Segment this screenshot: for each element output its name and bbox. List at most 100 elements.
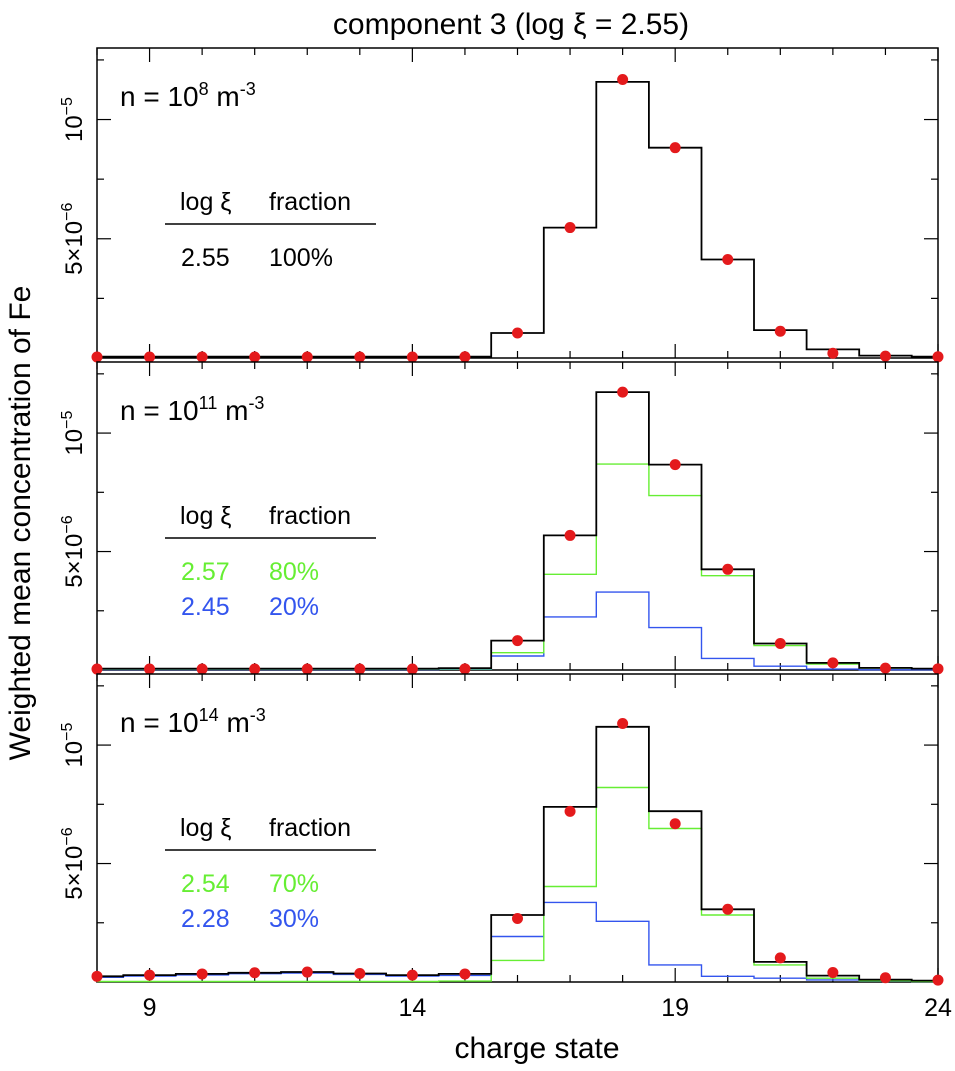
- density-label-part: -3: [248, 393, 264, 413]
- data-point: [669, 818, 681, 830]
- density-label-part: 8: [199, 79, 209, 99]
- data-point: [144, 969, 156, 981]
- data-point: [196, 968, 208, 980]
- y-tick-base: 10: [61, 741, 88, 768]
- x-tick-label: 19: [661, 994, 689, 1022]
- data-point: [774, 637, 786, 649]
- data-point: [879, 350, 891, 362]
- data-point: [91, 351, 103, 363]
- density-label-part: m: [219, 707, 250, 738]
- legend-header-logxi: log ξ: [180, 814, 232, 842]
- y-tick-base: 5×10: [61, 534, 88, 588]
- panel-3: 10−5 5×10−6 n = 1014 m-3 log ξ fraction 2.54 7…: [59, 673, 944, 986]
- density-label: n = 1014 m-3: [120, 705, 266, 738]
- data-point: [249, 351, 261, 363]
- panel-1: 10−5 5×10−6 n = 108 m-3 log ξ fraction 2.55 10…: [59, 47, 944, 363]
- legend-row-fraction: 80%: [269, 558, 319, 586]
- data-point: [879, 662, 891, 674]
- density-label-part: 11: [199, 393, 218, 413]
- data-point: [196, 351, 208, 363]
- x-tick-label: 14: [398, 994, 426, 1022]
- step-series-green: [97, 786, 938, 983]
- y-tick-exponent: −6: [59, 827, 76, 845]
- data-point: [774, 952, 786, 964]
- data-point: [827, 347, 839, 359]
- y-tick-exponent: −5: [59, 97, 76, 115]
- legend-header-logxi: log ξ: [180, 502, 232, 530]
- legend-header-fraction: fraction: [269, 814, 351, 842]
- data-point: [722, 254, 734, 266]
- data-point: [564, 222, 576, 234]
- data-point: [301, 663, 313, 675]
- x-tick-label: 24: [924, 994, 952, 1022]
- y-tick-exponent: −6: [59, 203, 76, 221]
- density-label-part: m: [209, 81, 240, 112]
- figure-title: component 3 (log ξ = 2.55): [333, 8, 689, 41]
- x-tick-labels: 9 14 19 24: [143, 994, 952, 1022]
- density-label-part: 14: [199, 705, 219, 725]
- density-label-part: -3: [250, 705, 266, 725]
- data-point: [249, 663, 261, 675]
- data-point: [564, 805, 576, 817]
- y-tick-base: 10: [61, 115, 88, 142]
- y-tick-base: 5×10: [61, 846, 88, 900]
- step-series-total: [97, 391, 938, 670]
- legend-header-fraction: fraction: [269, 188, 351, 216]
- density-label-part: n = 10: [120, 707, 199, 738]
- y-tick-label: 5×10−6: [59, 203, 88, 275]
- x-tick-label: 9: [143, 994, 157, 1022]
- y-tick-label: 5×10−6: [59, 827, 88, 899]
- data-point: [617, 718, 629, 730]
- data-point: [91, 970, 103, 982]
- data-point: [144, 663, 156, 675]
- data-point: [879, 972, 891, 984]
- density-label-part: m: [217, 395, 248, 426]
- data-point: [932, 974, 944, 986]
- data-point: [617, 386, 629, 398]
- density-label-part: -3: [240, 79, 256, 99]
- step-series-total: [97, 725, 938, 982]
- data-point: [91, 663, 103, 675]
- y-tick-base: 5×10: [61, 221, 88, 275]
- data-point: [459, 968, 471, 980]
- data-point: [459, 351, 471, 363]
- data-point: [827, 967, 839, 979]
- legend-header-fraction: fraction: [269, 502, 351, 530]
- y-tick-exponent: −5: [59, 411, 76, 429]
- y-tick-exponent: −6: [59, 515, 76, 533]
- y-axis-label: Weighted mean concentration of Fe: [4, 286, 37, 761]
- data-point: [564, 529, 576, 541]
- legend-row-logxi: 2.45: [181, 593, 230, 621]
- legend-row-logxi: 2.28: [181, 905, 230, 933]
- y-tick-label: 10−5: [59, 411, 88, 456]
- y-tick-label: 10−5: [59, 723, 88, 768]
- data-point: [932, 663, 944, 675]
- density-label: n = 1011 m-3: [120, 393, 264, 426]
- data-point: [406, 663, 418, 675]
- data-point: [722, 563, 734, 575]
- data-point: [196, 663, 208, 675]
- legend-row-logxi: 2.57: [181, 558, 230, 586]
- y-tick-exponent: −5: [59, 723, 76, 741]
- y-tick-base: 10: [61, 429, 88, 456]
- legend-row-logxi: 2.54: [181, 870, 230, 898]
- data-point: [669, 142, 681, 154]
- data-point: [144, 351, 156, 363]
- legend-row-fraction: 70%: [269, 870, 319, 898]
- legend-row-fraction: 20%: [269, 593, 319, 621]
- density-label-part: n = 10: [120, 81, 199, 112]
- data-point: [722, 903, 734, 915]
- data-point: [512, 635, 523, 647]
- data-point: [827, 657, 839, 669]
- data-point: [459, 663, 471, 675]
- density-label: n = 108 m-3: [120, 79, 256, 112]
- legend-header-logxi: log ξ: [180, 188, 232, 216]
- data-point: [669, 459, 681, 471]
- data-point: [301, 351, 313, 363]
- legend-row-fraction: 100%: [269, 244, 333, 272]
- legend-row-logxi: 2.55: [181, 244, 230, 272]
- data-point: [932, 351, 944, 363]
- x-axis-label: charge state: [454, 1032, 619, 1065]
